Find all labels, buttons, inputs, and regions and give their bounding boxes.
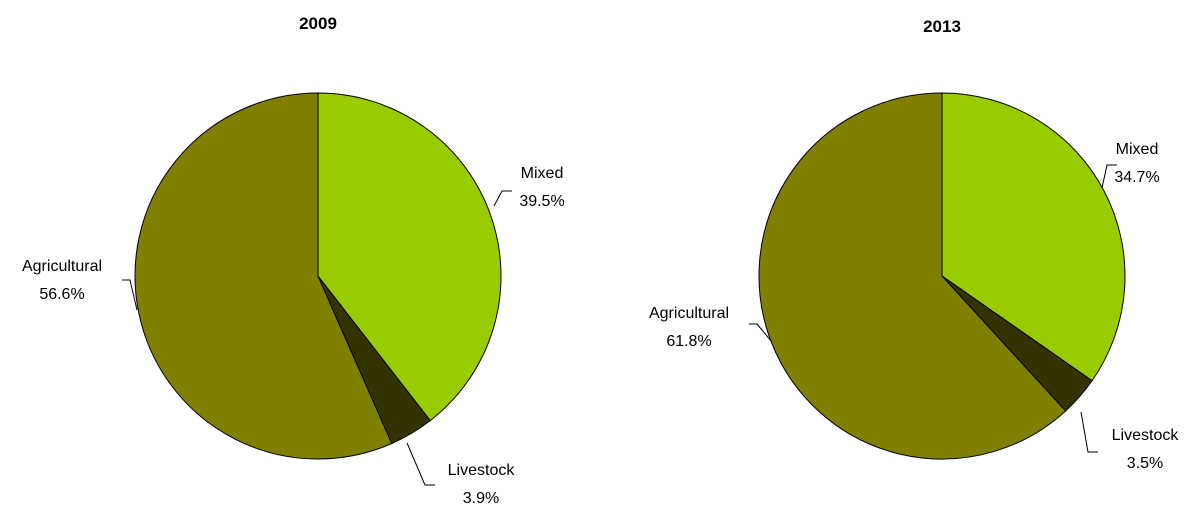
- slice-value-label: 61.8%: [666, 333, 711, 350]
- leader-line: [1101, 164, 1117, 189]
- chart-title: 2009: [299, 14, 337, 33]
- pie-chart-2013: 2013 Mixed 34.7% Livestock 3.5% Agricultural…: [649, 17, 1179, 472]
- pie-slice-mixed: [941, 92, 1126, 382]
- slice-category-label: Agricultural: [649, 305, 729, 322]
- slice-value-label: 39.5%: [519, 193, 564, 210]
- slice-value-label: 3.5%: [1127, 455, 1163, 472]
- leader-line: [1080, 411, 1098, 453]
- pie-slice-agricultural: [758, 92, 1067, 460]
- pie-slice-agricultural: [134, 92, 393, 460]
- slice-value-label: 3.9%: [463, 490, 499, 507]
- pie-slices: [134, 92, 502, 460]
- pie-slices: [758, 92, 1126, 460]
- leader-line: [122, 279, 138, 311]
- slice-value-label: 34.7%: [1114, 169, 1159, 186]
- slice-category-label: Mixed: [1116, 141, 1159, 158]
- leader-line: [749, 323, 773, 343]
- slice-value-label: 56.6%: [39, 286, 84, 303]
- slice-category-label: Livestock: [448, 462, 516, 479]
- slice-category-label: Mixed: [521, 165, 564, 182]
- leader-line: [493, 190, 512, 207]
- chart-title: 2013: [923, 17, 961, 36]
- pie-slice-mixed: [317, 92, 502, 422]
- pie-chart-2009: 2009 Mixed 39.5% Livestock 3.9% Agricultural…: [22, 14, 565, 507]
- leader-line: [406, 442, 435, 486]
- slice-category-label: Agricultural: [22, 258, 102, 275]
- slice-category-label: Livestock: [1112, 427, 1180, 444]
